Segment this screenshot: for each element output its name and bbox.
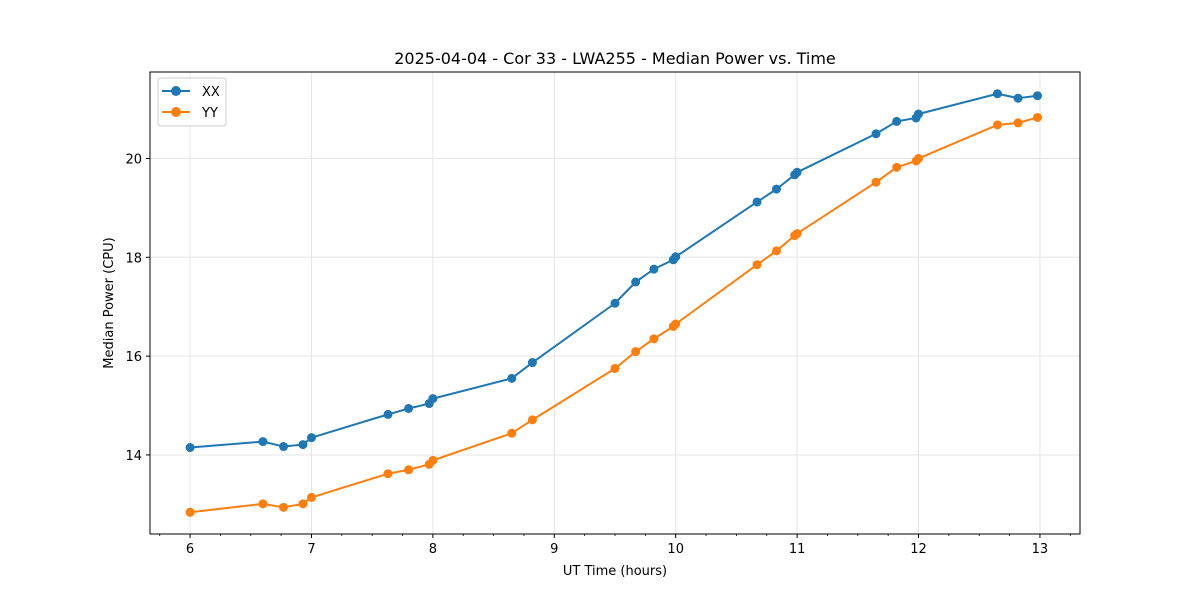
data-point-xx bbox=[428, 394, 438, 404]
data-point-yy bbox=[892, 162, 902, 172]
x-tick-label: 7 bbox=[307, 542, 315, 557]
y-axis-label: Median Power (CPU) bbox=[102, 237, 117, 368]
data-point-yy bbox=[383, 469, 393, 479]
x-tick-label: 6 bbox=[186, 542, 194, 557]
data-point-xx bbox=[527, 358, 537, 368]
data-point-xx bbox=[992, 89, 1002, 99]
y-tick-label: 18 bbox=[125, 251, 142, 266]
data-point-yy bbox=[914, 153, 924, 163]
data-point-yy bbox=[298, 499, 308, 509]
data-point-xx bbox=[298, 440, 308, 450]
data-point-xx bbox=[671, 252, 681, 262]
data-point-yy bbox=[992, 120, 1002, 130]
data-point-xx bbox=[507, 373, 517, 383]
data-point-yy bbox=[428, 455, 438, 465]
data-point-yy bbox=[404, 465, 414, 475]
data-point-xx bbox=[792, 167, 802, 177]
y-tick-label: 20 bbox=[125, 152, 142, 167]
data-point-yy bbox=[527, 415, 537, 425]
x-tick-label: 8 bbox=[429, 542, 437, 557]
data-point-xx bbox=[771, 184, 781, 194]
data-point-xx bbox=[610, 298, 620, 308]
data-point-yy bbox=[771, 246, 781, 256]
data-point-yy bbox=[631, 347, 641, 357]
data-point-xx bbox=[185, 443, 195, 453]
x-tick-label: 9 bbox=[550, 542, 558, 557]
axes: 6 7 8 9 10 11 12 13 14 16 18 20 bbox=[125, 152, 1071, 557]
data-point-xx bbox=[631, 277, 641, 287]
x-tick-label: 12 bbox=[910, 542, 927, 557]
x-tick-label: 13 bbox=[1032, 542, 1049, 557]
data-point-xx bbox=[1013, 93, 1023, 103]
data-point-yy bbox=[279, 502, 289, 512]
series-line-yy bbox=[189, 116, 1038, 514]
data-point-xx bbox=[404, 403, 414, 413]
data-point-xx bbox=[306, 433, 316, 443]
data-point-xx bbox=[649, 264, 659, 274]
data-point-yy bbox=[671, 319, 681, 329]
data-point-xx bbox=[1033, 91, 1043, 101]
data-point-yy bbox=[1033, 112, 1043, 122]
data-point-yy bbox=[871, 177, 881, 187]
data-point-yy bbox=[185, 507, 195, 517]
data-point-xx bbox=[871, 129, 881, 139]
data-point-xx bbox=[914, 109, 924, 119]
y-tick-label: 16 bbox=[125, 350, 142, 365]
data-point-yy bbox=[258, 499, 268, 509]
x-tick-label: 10 bbox=[667, 542, 684, 557]
x-axis-label: UT Time (hours) bbox=[563, 564, 667, 579]
series-yy bbox=[185, 112, 1043, 517]
data-point-xx bbox=[383, 409, 393, 419]
series-layer bbox=[185, 89, 1043, 517]
chart-title: 2025-04-04 - Cor 33 - LWA255 - Median Po… bbox=[394, 49, 836, 68]
data-point-yy bbox=[752, 260, 762, 270]
data-point-yy bbox=[306, 492, 316, 502]
x-tick-label: 11 bbox=[789, 542, 806, 557]
legend-label-yy: YY bbox=[201, 106, 218, 121]
data-point-xx bbox=[752, 197, 762, 207]
legend-marker-yy bbox=[171, 107, 181, 117]
data-point-xx bbox=[279, 442, 289, 452]
data-point-xx bbox=[258, 437, 268, 447]
legend: XX YY bbox=[157, 77, 227, 127]
data-point-yy bbox=[649, 334, 659, 344]
legend-label-xx: XX bbox=[202, 85, 220, 100]
series-xx bbox=[185, 89, 1043, 453]
data-point-yy bbox=[792, 229, 802, 239]
data-point-xx bbox=[892, 116, 902, 126]
data-point-yy bbox=[610, 363, 620, 373]
y-tick-label: 14 bbox=[125, 449, 142, 464]
legend-marker-xx bbox=[171, 86, 181, 96]
grid bbox=[150, 72, 1080, 534]
series-line-xx bbox=[189, 92, 1038, 449]
data-point-yy bbox=[1013, 118, 1023, 128]
data-point-yy bbox=[507, 428, 517, 438]
